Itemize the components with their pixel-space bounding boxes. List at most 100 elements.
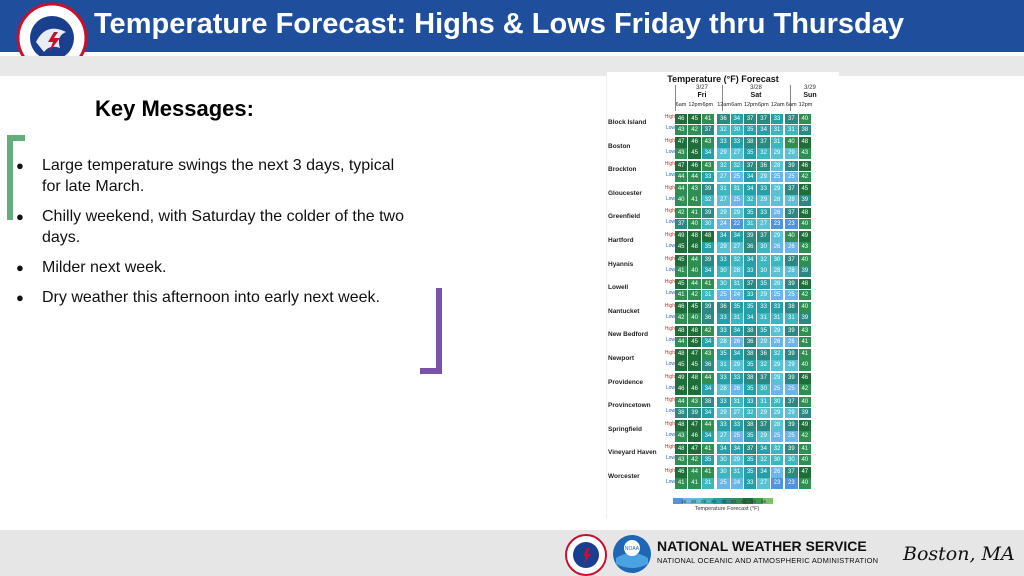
temperature-cell: 26 xyxy=(770,336,784,348)
key-message-item: Large temperature swings the next 3 days… xyxy=(16,155,416,197)
temperature-cell: 27 xyxy=(730,242,743,254)
temperature-cell: 39 xyxy=(701,255,715,266)
temperature-cell: 38 xyxy=(744,420,757,431)
low-row-label: Low xyxy=(665,384,675,391)
temperature-cell: 29 xyxy=(770,407,784,419)
temperature-cell: 28 xyxy=(785,266,798,277)
key-message-item: Dry weather this afternoon into early ne… xyxy=(16,287,416,308)
temperature-cell: 37 xyxy=(701,124,715,136)
station-name: Brockton xyxy=(608,166,637,174)
high-row-label: High xyxy=(664,326,675,333)
time-header-row: 6am 12pm 6pm 12am 6am 12pm 6pm 12am 6am 12pm xyxy=(675,102,839,110)
temperature-cell: 33 xyxy=(744,289,757,301)
station-row: Nantucket High 46 45 39 36 35 35 33 33 38 40 Low 42 40… xyxy=(607,302,839,326)
station-row: Block Island High 46 45 41 36 34 37 37 33 37 40 Low 4… xyxy=(607,113,839,137)
temperature-cell: 41 xyxy=(701,467,715,478)
colorbar-tick: 30 xyxy=(711,499,717,504)
temperature-cell: 33 xyxy=(757,184,770,195)
station-name: Springfield xyxy=(608,425,642,433)
temperature-cell: 35 xyxy=(730,302,743,313)
temperature-cell: 39 xyxy=(785,278,798,290)
temperature-cell: 22 xyxy=(730,218,743,230)
temperature-cell: 44 xyxy=(688,278,701,290)
time-label: 12am xyxy=(717,102,731,108)
temperature-cell: 32 xyxy=(730,160,743,172)
temperature-cell: 48 xyxy=(675,349,688,361)
temperature-cell: 32 xyxy=(717,124,730,136)
temperature-cell: 41 xyxy=(798,349,811,361)
temperature-cell: 46 xyxy=(688,160,701,172)
colorbar-tick: 50 xyxy=(751,499,757,504)
temperature-cell: 41 xyxy=(701,278,715,290)
temperature-cell: 34 xyxy=(730,349,743,361)
temperature-cell: 25 xyxy=(730,195,743,206)
temperature-cell: 45 xyxy=(688,148,701,159)
temperature-cell: 33 xyxy=(770,302,784,313)
low-row-label: Low xyxy=(665,290,675,297)
temperature-cell: 48 xyxy=(675,325,688,337)
temperature-cell: 33 xyxy=(744,478,757,489)
temperature-cell: 48 xyxy=(688,242,701,254)
day-label: Sat xyxy=(750,92,762,99)
station-name: Block Island xyxy=(608,119,647,126)
colorbar-swatch xyxy=(743,498,753,504)
temperature-cell: 36 xyxy=(757,160,770,172)
temperature-cell: 31 xyxy=(730,313,743,324)
temperature-cell: 42 xyxy=(701,325,715,337)
temperature-cell: 44 xyxy=(701,420,715,431)
low-row-label: Low xyxy=(665,195,675,202)
temperature-cell: 28 xyxy=(770,420,784,431)
temperature-cell: 30 xyxy=(701,218,715,230)
temperature-cell: 37 xyxy=(757,113,770,125)
high-row-label: High xyxy=(664,420,675,427)
low-row-label: Low xyxy=(665,219,675,226)
temperature-cell: 35 xyxy=(744,148,757,159)
high-row-label: High xyxy=(664,161,675,168)
temperature-cell: 34 xyxy=(717,231,730,243)
temperature-cell: 32 xyxy=(757,148,770,159)
low-row-label: Low xyxy=(665,478,675,485)
office-location: Boston, MA xyxy=(903,543,1015,565)
temperature-cell: 23 xyxy=(785,478,798,489)
temperature-cell: 30 xyxy=(770,255,784,266)
key-message-item: Milder next week. xyxy=(16,257,416,278)
temperature-cell: 32 xyxy=(757,360,770,372)
temperature-cell: 39 xyxy=(798,313,811,324)
temperature-cell: 37 xyxy=(785,467,798,478)
time-label: 6am xyxy=(675,102,687,108)
temperature-cell: 45 xyxy=(675,278,688,290)
colorbar-swatch xyxy=(723,498,733,504)
station-name: Nantucket xyxy=(608,307,640,315)
temperature-cell: 32 xyxy=(770,349,784,361)
colorbar-swatch xyxy=(703,498,713,504)
forecast-grid: Block Island High 46 45 41 36 34 37 37 33 37 40 Low 4… xyxy=(607,113,839,491)
temperature-cell: 34 xyxy=(757,124,770,136)
high-row-label: High xyxy=(664,231,675,238)
low-row-label: Low xyxy=(665,408,675,415)
high-row-label: High xyxy=(664,114,675,120)
temperature-cell: 37 xyxy=(785,184,798,195)
temperature-cell: 29 xyxy=(757,431,770,442)
station-name: New Bedford xyxy=(608,331,649,339)
colorbar-tick: 45 xyxy=(741,499,747,504)
temperature-cell: 39 xyxy=(785,443,798,455)
temperature-cell: 31 xyxy=(717,184,730,195)
temperature-cell: 27 xyxy=(717,195,730,206)
temperature-cell: 39 xyxy=(688,407,701,419)
colorbar-swatch xyxy=(673,498,683,504)
station-name: Newport xyxy=(608,354,634,362)
day-label: Sun xyxy=(803,92,817,99)
temperature-cell: 42 xyxy=(798,431,811,442)
colorbar-swatch xyxy=(753,498,763,504)
temperature-cell: 23 xyxy=(785,218,798,230)
temperature-cell: 28 xyxy=(717,384,730,395)
high-row-label: High xyxy=(664,279,675,286)
station-row: Worcester High 46 44 41 30 31 35 34 26 37 47 Low 41 41… xyxy=(607,467,839,491)
temperature-cell: 28 xyxy=(770,278,784,290)
temperature-cell: 31 xyxy=(701,289,715,301)
temperature-cell: 44 xyxy=(688,255,701,266)
temperature-cell: 37 xyxy=(785,207,798,219)
colorbar-swatch xyxy=(713,498,723,504)
temperature-cell: 29 xyxy=(785,407,798,419)
temperature-cell: 33 xyxy=(730,373,743,384)
